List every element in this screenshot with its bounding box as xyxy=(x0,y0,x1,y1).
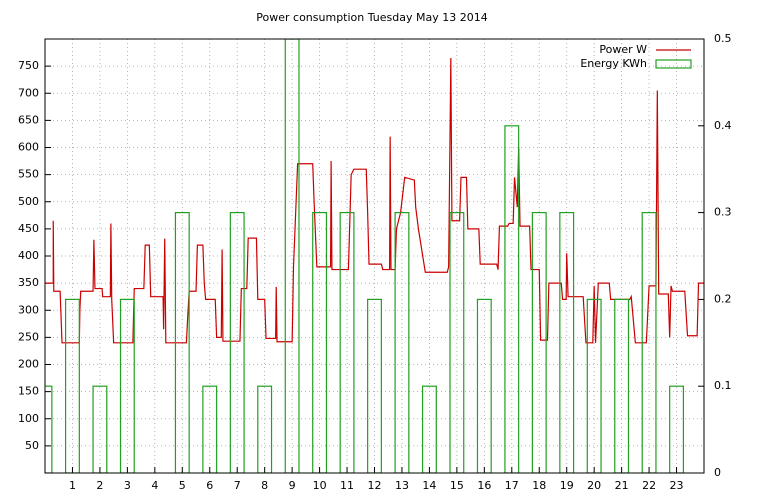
energy-box xyxy=(641,212,657,473)
x-tick-label: 8 xyxy=(261,479,268,492)
y-tick-label: 400 xyxy=(18,249,39,262)
energy-box xyxy=(202,385,218,473)
energy-box xyxy=(421,385,437,473)
energy-box xyxy=(284,39,300,473)
energy-box xyxy=(586,298,602,473)
y-tick-label: 350 xyxy=(18,276,39,289)
y-tick-label: 750 xyxy=(18,59,39,72)
x-tick-label: 6 xyxy=(206,479,213,492)
x-tick-label: 17 xyxy=(505,479,519,492)
energy-box xyxy=(476,298,492,473)
energy-box xyxy=(394,212,410,473)
x-tick-label: 10 xyxy=(313,479,327,492)
x-tick-label: 3 xyxy=(124,479,131,492)
x-tick-label: 14 xyxy=(422,479,436,492)
x-tick-label: 7 xyxy=(234,479,241,492)
y-tick-label: 100 xyxy=(18,412,39,425)
energy-box xyxy=(174,212,190,473)
y-tick-label: 250 xyxy=(18,330,39,343)
x-tick-label: 22 xyxy=(642,479,656,492)
y-tick-label: 300 xyxy=(18,303,39,316)
x-tick-label: 20 xyxy=(587,479,601,492)
x-tick-label: 15 xyxy=(450,479,464,492)
y-tick-label: 450 xyxy=(18,222,39,235)
energy-box xyxy=(119,298,135,473)
plot-frame xyxy=(44,38,705,474)
x-tick-label: 18 xyxy=(532,479,546,492)
energy-box xyxy=(312,212,328,473)
energy-box xyxy=(367,298,382,473)
y2-tick-label: 0.2 xyxy=(714,292,732,305)
y-tick-label: 50 xyxy=(25,439,39,452)
plot-area xyxy=(45,39,704,473)
legend-swatch xyxy=(655,59,692,69)
x-tick-label: 12 xyxy=(368,479,382,492)
energy-box xyxy=(339,212,355,473)
energy-box xyxy=(449,212,465,473)
energy-box xyxy=(531,212,547,473)
x-tick-label: 4 xyxy=(151,479,158,492)
legend-label: Energy KWh xyxy=(580,57,647,70)
x-tick-label: 5 xyxy=(179,479,186,492)
chart-title: Power consumption Tuesday May 13 2014 xyxy=(256,11,487,24)
x-tick-label: 21 xyxy=(615,479,629,492)
y2-tick-label: 0.3 xyxy=(714,206,732,219)
energy-box xyxy=(669,385,685,473)
y2-tick-label: 0 xyxy=(714,466,721,479)
energy-box xyxy=(614,298,630,473)
x-tick-label: 13 xyxy=(395,479,409,492)
energy-box xyxy=(92,385,108,473)
x-tick-label: 16 xyxy=(477,479,491,492)
y-tick-label: 150 xyxy=(18,385,39,398)
x-tick-label: 11 xyxy=(340,479,354,492)
energy-box xyxy=(559,212,575,473)
energy-box xyxy=(229,212,245,473)
y-tick-label: 700 xyxy=(18,86,39,99)
y2-tick-label: 0.5 xyxy=(714,32,732,45)
x-tick-label: 19 xyxy=(560,479,574,492)
y-tick-label: 550 xyxy=(18,168,39,181)
y-tick-label: 200 xyxy=(18,358,39,371)
x-tick-label: 1 xyxy=(69,479,76,492)
energy-box xyxy=(504,125,520,473)
y-tick-label: 500 xyxy=(18,195,39,208)
y-tick-label: 650 xyxy=(18,113,39,126)
energy-box xyxy=(257,385,273,473)
x-tick-label: 23 xyxy=(670,479,684,492)
y2-tick-label: 0.1 xyxy=(714,379,732,392)
y-tick-label: 600 xyxy=(18,141,39,154)
legend-label: Power W xyxy=(599,43,647,56)
power-line xyxy=(45,57,704,344)
x-tick-label: 9 xyxy=(289,479,296,492)
x-tick-label: 2 xyxy=(96,479,103,492)
y2-tick-label: 0.4 xyxy=(714,119,732,132)
energy-box xyxy=(64,298,80,473)
